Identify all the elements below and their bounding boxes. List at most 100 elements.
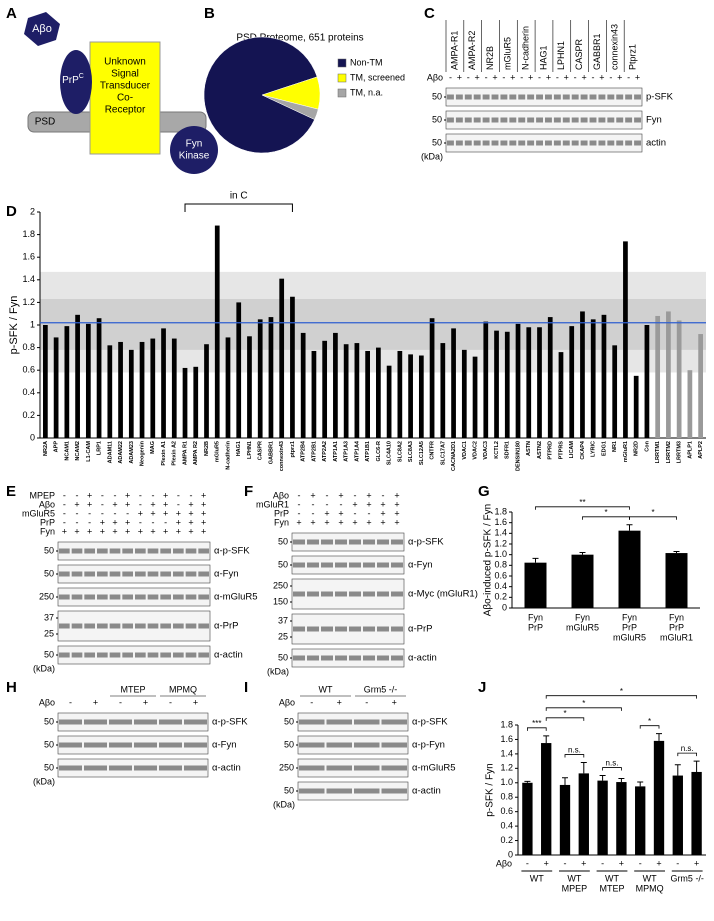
lane-sign: -: [365, 697, 368, 707]
lane-sign: +: [188, 526, 193, 536]
x-tick-label: PTPRS: [558, 441, 564, 460]
blot-band: [625, 94, 633, 100]
blot-band: [135, 571, 146, 577]
bar: [541, 743, 552, 855]
lane-sign: -: [139, 499, 142, 509]
lane-sign: -: [177, 490, 180, 500]
blot-band: [335, 591, 347, 597]
row-label: Fyn: [274, 517, 289, 527]
blot-band: [616, 117, 624, 123]
x-tick-label: NCAM1: [64, 441, 70, 461]
lane-header: GABBR1: [592, 33, 602, 70]
blot-band: [491, 117, 499, 123]
significance-label: n.s.: [568, 746, 581, 755]
lane-sign: +: [492, 72, 497, 82]
blot-band: [589, 140, 597, 146]
strip-label: α-mGluR5: [412, 763, 456, 774]
x-tick-label: LYRIC: [591, 441, 597, 457]
lane-sign: -: [101, 508, 104, 518]
y-tick-label: 0.6: [22, 365, 35, 375]
x-tick-label: VDAC1: [462, 441, 468, 460]
lane-sign: +: [617, 72, 622, 82]
error-bar: [579, 552, 586, 555]
blot-band: [84, 594, 95, 600]
lane-sign: -: [119, 697, 122, 707]
panel-letter: I: [244, 679, 248, 696]
blot-band: [147, 652, 159, 658]
blot-band: [134, 719, 157, 725]
bracket-label: in C: [230, 191, 248, 202]
bar: [569, 326, 575, 438]
blot-band: [377, 626, 389, 632]
x-tick-label: PrP: [622, 622, 637, 632]
marker-label: 50: [278, 559, 288, 569]
blot-band: [135, 548, 146, 554]
group-label: MPEP: [562, 883, 588, 893]
bar: [644, 325, 650, 438]
lane-sign: -: [190, 490, 193, 500]
blot-band: [307, 591, 319, 597]
strip-label: α-Fyn: [408, 560, 433, 571]
lane-sign: +: [112, 526, 117, 536]
blot-band: [59, 548, 70, 554]
blot-band: [381, 742, 407, 748]
x-tick-label: SLC17A7: [440, 441, 446, 465]
bracket: [184, 203, 293, 212]
blot-band: [293, 591, 305, 597]
blot-band: [354, 742, 380, 748]
blot-band: [97, 548, 108, 554]
bar: [171, 338, 177, 438]
blot-band: [473, 94, 481, 100]
lane-header: HAG1: [538, 45, 548, 70]
blot-band: [109, 652, 121, 658]
y-tick-label: 1.4: [494, 528, 507, 538]
lane-sign: -: [340, 499, 343, 509]
lane-sign: +: [188, 499, 193, 509]
lane-sign: +: [635, 72, 640, 82]
row-label: Aβo: [273, 490, 289, 500]
bar: [182, 367, 188, 438]
significance-label: **: [579, 498, 585, 507]
x-tick-label: Con: [644, 440, 650, 451]
blot-band: [147, 623, 159, 629]
lane-sign: +: [150, 526, 155, 536]
lane-header: CASPR: [574, 38, 584, 70]
significance-bracket: [545, 717, 585, 721]
lane-sign: +: [338, 490, 343, 500]
blot-band: [293, 539, 305, 545]
blot-band: [109, 623, 121, 629]
lane-sign: +: [125, 517, 130, 527]
error-bar: [532, 557, 539, 563]
blot-band: [377, 655, 389, 661]
blot-strip: [57, 610, 211, 642]
bar: [578, 773, 589, 855]
y-tick-label: 0.8: [22, 342, 35, 352]
y-tick-label: 0: [30, 432, 35, 442]
bar: [75, 314, 80, 438]
blot-band: [349, 655, 361, 661]
lane-sign: -: [574, 72, 577, 82]
prp-text: PrP: [62, 75, 79, 86]
lane-sign: +: [528, 72, 533, 82]
blot-band: [473, 140, 481, 146]
lane-header: MTEP: [120, 684, 145, 694]
blot-band: [198, 652, 209, 658]
x-tick-label: LPHN1: [247, 441, 253, 459]
error-bar: [543, 735, 550, 744]
bar: [461, 349, 467, 438]
blot-band: [500, 140, 508, 146]
co-receptor: [89, 41, 161, 155]
blot-band: [536, 140, 543, 146]
lane-sign: +: [201, 517, 206, 527]
blot-band: [580, 94, 588, 100]
row-label: Aβo: [427, 72, 443, 82]
x-tick-label: -: [564, 858, 567, 868]
lane-sign: -: [76, 508, 79, 518]
panel-letter: D: [6, 203, 17, 220]
error-bar: [618, 777, 625, 783]
lane-sign: -: [298, 490, 301, 500]
bar: [597, 780, 608, 855]
bar: [376, 347, 381, 438]
lane-sign: -: [63, 490, 66, 500]
lane-sign: +: [380, 499, 385, 509]
